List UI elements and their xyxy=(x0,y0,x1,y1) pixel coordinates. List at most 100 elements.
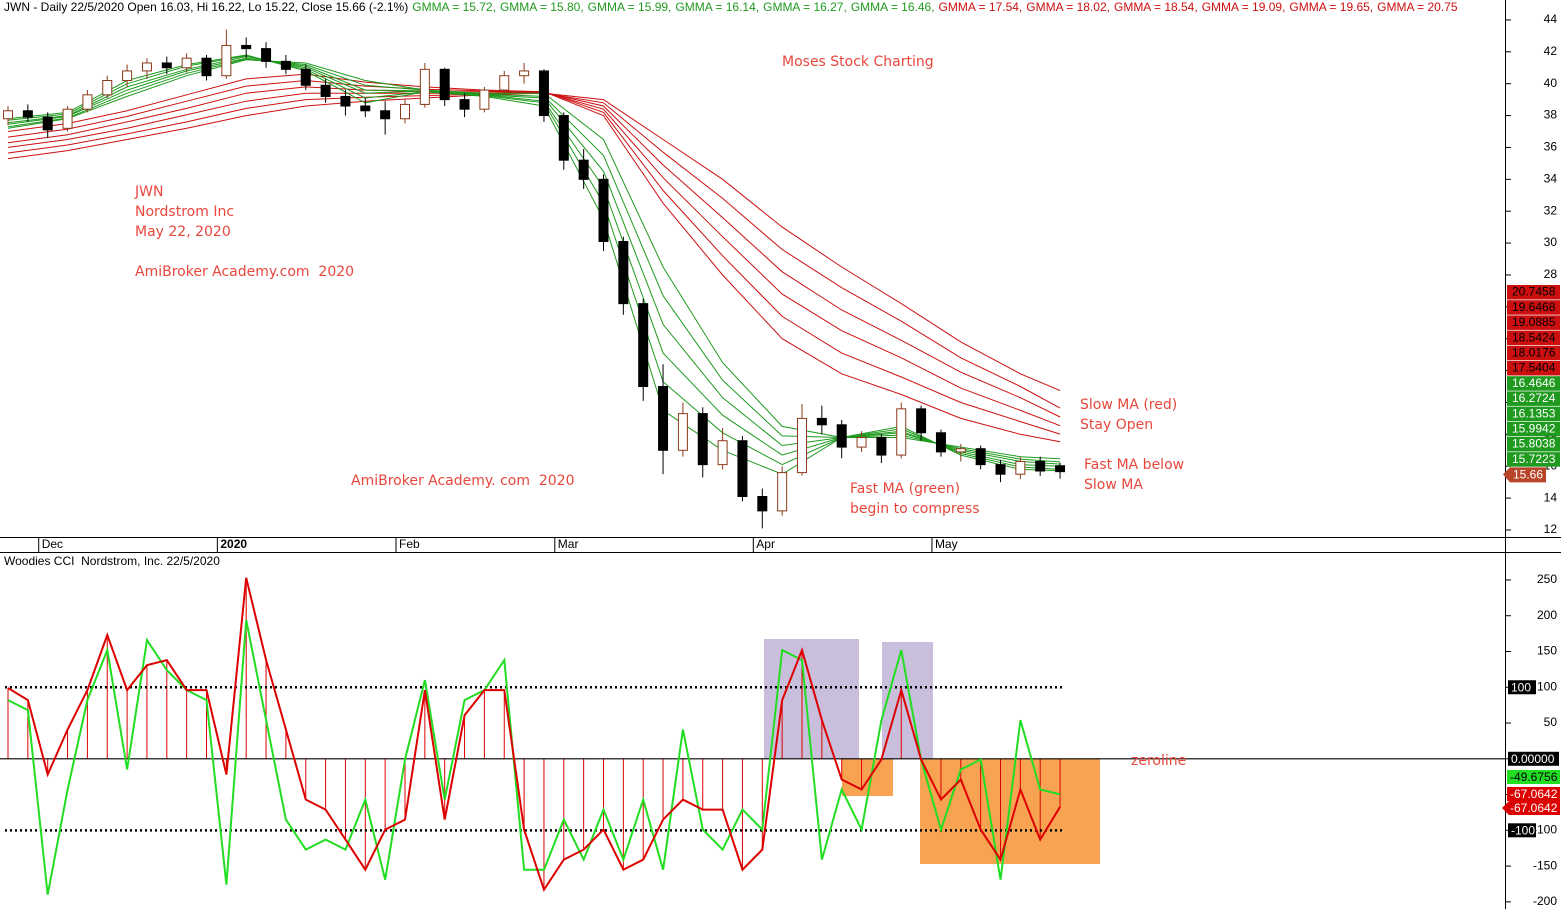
value-label: 16.4646 xyxy=(1512,376,1556,390)
y-tick-label: 250 xyxy=(1537,572,1557,586)
candle-body xyxy=(62,108,73,129)
candle-body xyxy=(876,437,887,456)
annotation: Moses Stock Charting xyxy=(782,54,934,70)
value-label-box xyxy=(1507,391,1560,406)
legend-entry: GMMA = 18.02, xyxy=(1026,0,1110,14)
candle-body xyxy=(122,70,133,81)
gmma-line xyxy=(7,92,1061,409)
value-label: 16.2724 xyxy=(1512,391,1556,405)
candle-body xyxy=(241,44,252,50)
candle-body xyxy=(578,159,589,180)
candle-body xyxy=(717,440,728,466)
annotation: Nordstrom Inc xyxy=(135,204,234,220)
value-label-box xyxy=(1507,406,1560,422)
candle-body xyxy=(737,440,748,498)
candle-body xyxy=(1055,465,1066,473)
candle-body xyxy=(141,62,152,72)
y-tick-label: 30 xyxy=(1544,235,1558,249)
value-label: 18.5424 xyxy=(1512,330,1556,344)
y-tick-label: 200 xyxy=(1537,608,1557,622)
candle-body xyxy=(955,448,966,453)
candle-body xyxy=(816,417,827,426)
candle-body xyxy=(1015,460,1026,475)
level-label-box xyxy=(1508,751,1559,766)
annotation: zeroline xyxy=(1131,753,1186,769)
x-tick-label: Feb xyxy=(399,537,420,551)
candle-body xyxy=(419,68,430,105)
highlight-box xyxy=(764,639,859,759)
value-label-box xyxy=(1507,421,1560,437)
candle-body xyxy=(400,103,410,120)
highlight-box xyxy=(842,759,893,796)
y-tick-label: 14 xyxy=(1544,490,1558,504)
value-label-box xyxy=(1507,300,1560,315)
candle-body xyxy=(856,437,867,448)
gmma-line xyxy=(7,92,1061,392)
chart-header: JWN - Daily 22/5/2020 Open 16.03, Hi 16.… xyxy=(4,0,1462,15)
value-label-box xyxy=(1507,330,1560,346)
y-tick-label: 12 xyxy=(1544,522,1558,536)
candle-body xyxy=(3,110,13,120)
value-label: 15.8038 xyxy=(1512,437,1556,451)
candle-body xyxy=(300,68,311,86)
level-label-box xyxy=(1508,680,1536,695)
x-tick-label: May xyxy=(935,537,958,551)
value-label-box xyxy=(1507,361,1560,376)
candle-body xyxy=(638,303,649,388)
y-tick-label: 32 xyxy=(1544,203,1558,217)
level-label: -100 xyxy=(1511,823,1535,837)
value-label-box xyxy=(1507,376,1560,391)
legend-entry: GMMA = 15.99, xyxy=(587,0,672,14)
candle-body xyxy=(836,424,847,448)
legend-entry: GMMA = 19.09, xyxy=(1201,0,1286,14)
legend-entry: GMMA = 17.54, xyxy=(938,0,1023,14)
candle-body xyxy=(519,70,530,77)
y-tick-label: 150 xyxy=(1537,644,1557,658)
legend-entry: GMMA = 16.27, xyxy=(763,0,847,14)
annotation: AmiBroker Academy.com 2020 xyxy=(135,264,354,280)
value-label: 20.7458 xyxy=(1512,285,1556,299)
candle-body xyxy=(935,432,946,453)
value-label: 18.0176 xyxy=(1512,345,1556,359)
value-label-box xyxy=(1507,345,1560,361)
candle-body xyxy=(777,472,788,512)
candle-body xyxy=(261,48,272,62)
value-label-box xyxy=(1507,787,1560,801)
level-label: 0.00000 xyxy=(1511,752,1555,766)
candle-body xyxy=(697,413,708,466)
gmma-line xyxy=(7,91,1061,418)
candle-body xyxy=(618,240,629,305)
candle-body xyxy=(360,105,371,112)
candle-body xyxy=(995,464,1006,475)
value-label: 15.9942 xyxy=(1512,421,1556,435)
annotation: Fast MA (green) xyxy=(850,481,960,497)
value-label: 19.0885 xyxy=(1512,315,1556,329)
y-tick-label: 36 xyxy=(1544,140,1558,154)
gmma-line xyxy=(7,73,1061,443)
legend-entry: GMMA = 15.80, xyxy=(499,0,584,14)
candle-body xyxy=(181,57,192,69)
value-label-box xyxy=(1507,437,1560,452)
value-label: -67.0642 xyxy=(1510,787,1558,801)
close-label-box xyxy=(1503,467,1546,483)
annotation: Slow MA xyxy=(1084,477,1143,493)
candle-body xyxy=(975,448,986,466)
x-tick-label: Dec xyxy=(42,537,63,551)
candle-body xyxy=(459,99,470,110)
y-tick-label: 34 xyxy=(1544,171,1558,185)
value-label: 19.6468 xyxy=(1512,300,1556,314)
candle-body xyxy=(1035,460,1046,472)
candle-body xyxy=(558,115,569,161)
legend-entry: GMMA = 18.54, xyxy=(1113,0,1198,14)
y-tick-label: -100 xyxy=(1533,822,1557,836)
candle-body xyxy=(677,413,688,451)
candle-body xyxy=(439,68,450,101)
candle-body xyxy=(102,79,113,96)
value-label: 15.7223 xyxy=(1512,452,1556,466)
candle-body xyxy=(757,496,768,512)
level-label: 100 xyxy=(1511,680,1531,694)
candle-body xyxy=(538,70,549,117)
annotation: JWN xyxy=(134,184,163,200)
